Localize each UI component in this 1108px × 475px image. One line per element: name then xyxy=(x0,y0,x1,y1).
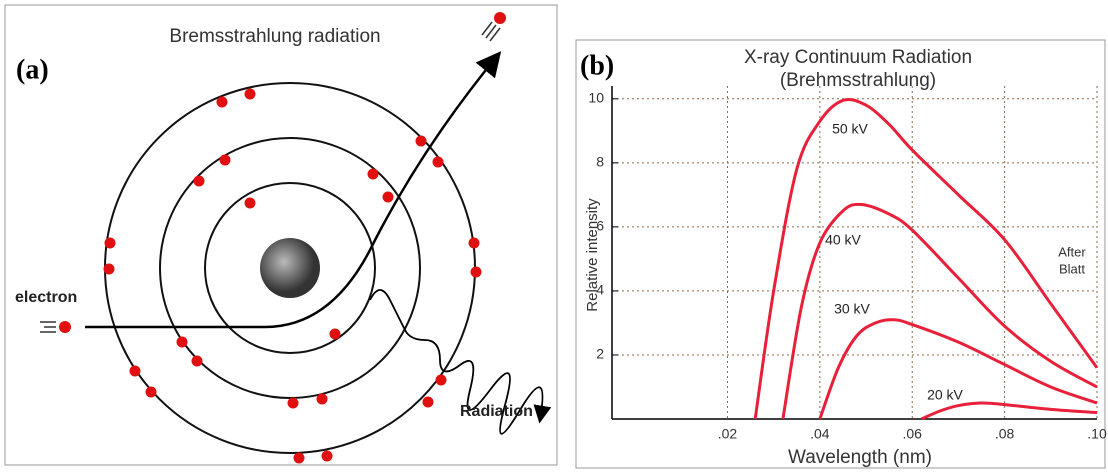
x-axis-label: Wavelength (nm) xyxy=(788,447,932,468)
series-label: 30 kV xyxy=(834,301,870,317)
series-label: 20 kV xyxy=(927,387,963,403)
x-tick-label: .02 xyxy=(718,426,738,442)
y-tick-label: 10 xyxy=(588,90,604,106)
y-tick-label: 8 xyxy=(596,154,604,170)
x-tick-label: .10 xyxy=(1087,426,1107,442)
chart-title: X-ray Continuum Radiation xyxy=(744,47,972,68)
panel-label: (b) xyxy=(580,50,614,81)
plot: 2 4 6 8 10 .02 .04 .06 .08 .10 50 kV 40 kV 30 kV 20 k… xyxy=(588,86,1107,442)
series-line xyxy=(818,318,1098,420)
annotation: After xyxy=(1058,244,1086,259)
panel-border xyxy=(575,39,1106,469)
annotation: Blatt xyxy=(1059,261,1085,276)
series-label: 40 kV xyxy=(825,232,861,248)
motion-lines xyxy=(40,21,501,333)
x-tick-label: .06 xyxy=(903,426,923,442)
series-label: 50 kV xyxy=(832,121,868,137)
y-tick-label: 2 xyxy=(596,346,604,362)
electron-path xyxy=(85,51,502,329)
panel-a: (a) Bremsstrahlung radiation electron Ra… xyxy=(4,4,558,466)
electron-label: electron xyxy=(15,289,77,306)
panel-label: (a) xyxy=(16,54,49,85)
orbital-electrons xyxy=(59,12,506,464)
series-line xyxy=(920,401,1098,421)
series-line xyxy=(781,202,1098,420)
diagram-title: Bremsstrahlung radiation xyxy=(169,26,380,47)
radiation-wave xyxy=(369,289,552,435)
x-tick-label: .04 xyxy=(810,426,830,442)
series-line xyxy=(753,97,1099,420)
chart-subtitle: (Brehmsstrahlung) xyxy=(780,70,936,91)
y-axis-label: Relative intensity xyxy=(584,198,601,312)
nucleus xyxy=(260,238,320,298)
radiation-label: Radiation xyxy=(460,403,533,420)
y-tick-label: 4 xyxy=(596,282,604,298)
y-tick-label: 6 xyxy=(596,218,604,234)
x-tick-label: .08 xyxy=(995,426,1015,442)
panel-border xyxy=(4,4,558,466)
